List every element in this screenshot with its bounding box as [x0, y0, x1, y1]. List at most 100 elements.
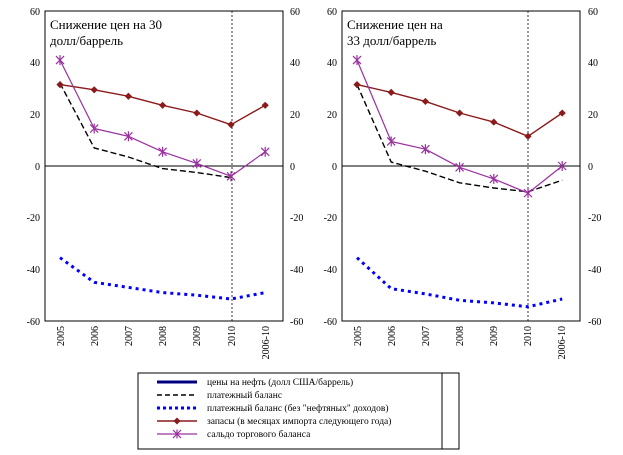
legend: цены на нефть (долл США/баррель) платежн…	[137, 372, 460, 450]
right-trade-balance-line	[356, 59, 563, 194]
right-ytick-right: 60	[588, 7, 598, 18]
right-reserves-point	[558, 109, 566, 117]
legend-label: запасы (в месяцах импорта следующего год…	[207, 416, 391, 427]
left-ytick: -60	[27, 317, 40, 328]
right-reserves-point	[387, 88, 395, 96]
left-chart-title-line2: долл/баррель	[50, 33, 123, 48]
left-ytick: 60	[30, 7, 40, 18]
left-ytick: 20	[30, 110, 40, 121]
right-xtick: 2007	[421, 326, 432, 346]
right-reserves-point	[490, 118, 498, 126]
right-ytick: 20	[327, 110, 337, 121]
left-ytick-right: -40	[290, 265, 303, 276]
right-ytick-right: -60	[588, 317, 601, 328]
left-x-axis: 2005 2006 2007 2008 2009 2010 2006-10	[56, 326, 272, 359]
left-chart-title-line1: Снижение цен на 30	[50, 17, 162, 32]
right-ytick-right: -20	[588, 213, 601, 224]
right-ytick: 40	[327, 58, 337, 69]
right-ytick-right: 40	[588, 58, 598, 69]
left-y-axis-left: 60 40 20 0 -20 -40 -60	[27, 7, 40, 328]
right-chart-title-line2: 33 долл/баррель	[347, 33, 436, 48]
legend-item-reserves: запасы (в месяцах импорта следующего год…	[157, 416, 391, 427]
legend-star-marker	[172, 429, 182, 439]
right-ytick: 0	[332, 162, 337, 173]
left-ytick-right: 0	[290, 162, 295, 173]
left-xtick: 2005	[56, 326, 67, 346]
left-ytick-right: -60	[290, 317, 303, 328]
left-ytick: -20	[27, 213, 40, 224]
right-xtick: 2005	[353, 326, 364, 346]
right-reserves-point	[524, 132, 532, 140]
left-non-oil-balance-line	[59, 256, 266, 301]
left-reserves-point	[159, 101, 167, 109]
right-trade-balance-point	[420, 144, 430, 155]
left-trade-balance-point	[192, 158, 202, 169]
legend-item-trade-balance: сальдо торгового баланса	[157, 429, 311, 440]
left-xtick: 2008	[158, 326, 169, 346]
left-current-account-line	[59, 82, 232, 179]
left-trade-balance-point	[89, 123, 99, 134]
left-trade-balance-line	[59, 59, 266, 177]
right-y-axis-left: 60 40 20 0 -20 -40 -60	[324, 7, 337, 328]
left-trade-balance-point	[123, 131, 133, 142]
left-chart-panel: Снижение цен на 30 долл/баррель 60 40 20…	[27, 7, 304, 359]
left-ytick: -40	[27, 265, 40, 276]
left-trade-balance-point	[158, 146, 168, 157]
right-xtick: 2010	[523, 326, 534, 346]
left-reserves-point	[193, 109, 201, 117]
right-xtick: 2008	[455, 326, 466, 346]
right-xtick: 2006	[387, 326, 398, 346]
right-reserves-point	[421, 97, 429, 106]
right-trade-balance-point	[455, 162, 465, 173]
right-chart-panel: Снижение цен на 33 долл/баррель 60 40 20…	[324, 7, 602, 359]
left-xtick: 2006-10	[261, 326, 272, 359]
left-trade-balance-point	[55, 55, 65, 66]
right-trade-balance-point	[352, 55, 362, 66]
legend-item-current-account: платежный баланс	[157, 390, 282, 401]
legend-label: сальдо торгового баланса	[207, 429, 311, 440]
left-trade-balance-point	[260, 146, 270, 157]
left-reserves-point	[124, 92, 132, 100]
legend-frame	[137, 372, 460, 450]
left-series-layer	[55, 55, 270, 301]
right-reserves-point	[456, 109, 464, 117]
legend-label: цены на нефть (долл США/баррель)	[207, 377, 353, 388]
legend-item-oil-price: цены на нефть (долл США/баррель)	[157, 377, 353, 388]
right-ytick-right: 0	[588, 162, 593, 173]
right-xtick: 2006-10	[557, 326, 568, 359]
right-non-oil-balance-line	[355, 256, 563, 309]
right-trade-balance-point	[557, 161, 567, 171]
right-trade-balance-point	[489, 173, 499, 184]
left-ytick-right: -20	[290, 213, 303, 224]
right-ytick: 60	[327, 7, 337, 18]
right-reserves-point	[353, 81, 361, 89]
left-ytick: 40	[30, 58, 40, 69]
left-xtick: 2010	[227, 326, 238, 346]
left-ytick-right: 20	[290, 110, 300, 121]
left-xtick: 2006	[90, 326, 101, 346]
left-trade-balance-point	[226, 171, 236, 182]
left-ytick-right: 60	[290, 7, 300, 18]
left-xtick: 2009	[192, 326, 203, 346]
right-ytick-right: 20	[588, 110, 598, 121]
legend-diamond-marker	[173, 417, 181, 425]
left-xtick: 2007	[124, 326, 135, 346]
legend-item-non-oil-balance: платежный баланс (без "нефтяных" доходов…	[157, 403, 389, 414]
left-ytick: 0	[35, 162, 40, 173]
right-ytick: -40	[324, 265, 337, 276]
legend-label: платежный баланс (без "нефтяных" доходов…	[207, 403, 389, 414]
right-series-layer	[352, 55, 567, 309]
right-ytick: -20	[324, 213, 337, 224]
legend-label: платежный баланс	[207, 390, 282, 401]
right-ytick: -60	[324, 317, 337, 328]
right-trade-balance-point	[386, 136, 396, 147]
left-reserves-point	[261, 101, 269, 109]
right-trade-balance-point	[523, 188, 533, 199]
left-reserves-point	[227, 121, 235, 129]
left-reserves-point	[56, 81, 64, 89]
left-reserves-point	[90, 86, 98, 94]
left-ytick-right: 40	[290, 58, 300, 69]
right-x-axis: 2005 2006 2007 2008 2009 2010 2006-10	[353, 326, 568, 359]
right-ytick-right: -40	[588, 265, 601, 276]
